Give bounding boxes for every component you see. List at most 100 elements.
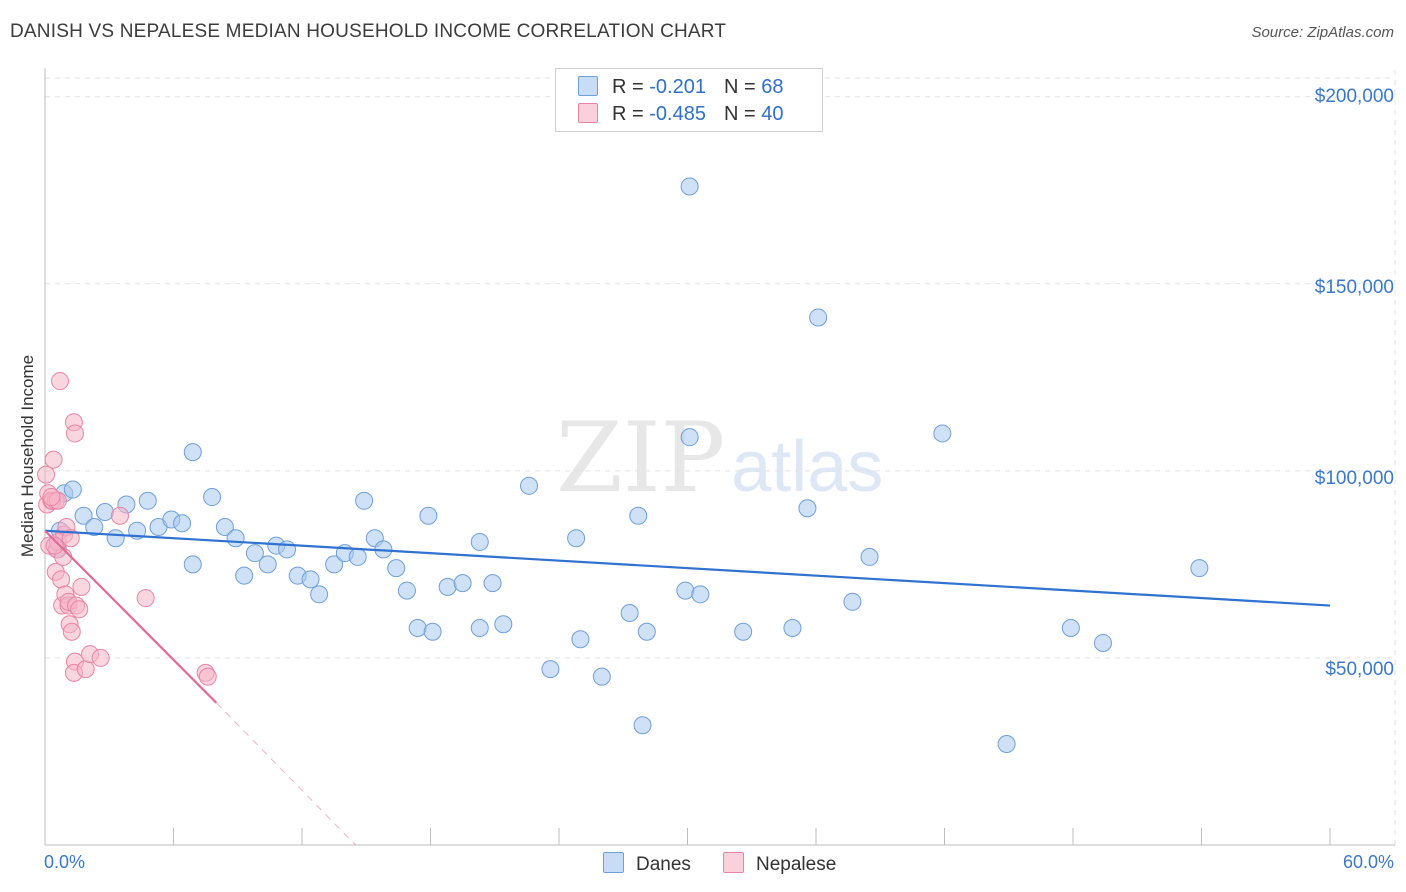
danes-point [215,517,234,536]
chart-title: DANISH VS NEPALESE MEDIAN HOUSEHOLD INCO… [10,21,727,42]
danes-point [245,544,264,563]
danes-point [620,604,639,623]
danes-point [348,547,367,566]
nepalese-point [136,589,155,608]
danes-point [997,734,1016,753]
danes-point [571,630,590,649]
danes-point [203,488,222,507]
legend-r-label: R = [612,103,650,125]
series-swatch-nepalese [723,852,744,873]
nepalese-point [110,506,129,525]
legend-swatch-nepalese [578,103,598,123]
grid-lines [45,70,1396,845]
danes-point [310,585,329,604]
legend-n-label: N = [723,103,762,125]
legend-n-label: N = [723,76,762,98]
danes-point [520,476,539,495]
danes-point [355,491,374,510]
legend-n-value: 40 [761,103,784,125]
watermark-atlas: atlas [731,427,884,507]
danes-point [106,529,125,548]
danes-point [1190,559,1209,578]
legend-r-label: R = [612,76,650,98]
danes-point [74,506,93,525]
nepalese-point [62,622,81,641]
nepalese-point [50,372,69,391]
danes-point [592,667,611,686]
legend-n-value: 68 [761,76,784,98]
danes-trend-line [44,529,1331,607]
danes-point [680,177,699,196]
legend-swatch-danes [578,76,598,96]
danes-point [183,443,202,462]
nepalese-point [91,648,110,667]
watermark-zip: ZIP [556,402,726,514]
danes-point [325,555,344,574]
nepalese-point [52,570,71,589]
danes-point [183,555,202,574]
watermark: ZIPatlas [556,402,883,514]
nepalese-trend-line [44,529,218,704]
y-tick-label: $100,000 [1314,468,1394,489]
nepalese-point [72,577,91,596]
danes-point [691,585,710,604]
danes-point [541,660,560,679]
y-tick-label: $50,000 [1325,659,1394,680]
nepalese-point [76,660,95,679]
danes-point [419,506,438,525]
danes-point [453,574,472,593]
danes-point [438,577,457,596]
danes-point [235,566,254,585]
danes-point [633,716,652,735]
danes-point [483,574,502,593]
axes [44,68,1395,846]
nepalese-trend-extension [215,702,356,846]
danes-point [138,491,157,510]
source-label: Source: ZipAtlas.com [1251,24,1394,41]
legend-row-nepalese: R = -0.485 N = 40 [578,103,783,127]
danes-point [63,480,82,499]
legend-r-value: -0.201 [649,76,706,98]
danes-point [567,529,586,548]
danes-point [629,506,648,525]
x-tick-label-max: 60.0% [1342,852,1394,872]
nepalese-point [45,536,64,555]
danes-point [734,622,753,641]
danes-point [397,581,416,600]
danes-point [423,622,442,641]
series-legend-label: Nepalese [756,854,837,875]
legend-row-danes: R = -0.201 N = 68 [578,76,783,100]
danes-point [470,618,489,637]
danes-point [85,517,104,536]
danes-point [637,622,656,641]
danes-point [226,529,245,548]
nepalese-point [65,424,84,443]
danes-point [1093,633,1112,652]
correlation-legend: R = -0.201 N = 68 R = -0.485 N = 40 [555,68,823,132]
series-swatch-danes [603,852,624,873]
nepalese-point [198,667,217,686]
danes-point [680,428,699,447]
series-legend-danes[interactable]: Danes [603,852,691,876]
y-tick-label: $150,000 [1314,277,1394,298]
nepalese-point [61,529,80,548]
danes-point [783,618,802,637]
nepalese-point [70,600,89,619]
series-legend-nepalese[interactable]: Nepalese [723,852,836,876]
danes-point [173,514,192,533]
data-points [37,177,1209,753]
danes-point [301,570,320,589]
danes-point [95,503,114,522]
danes-point [676,581,695,600]
danes-point [494,615,513,634]
danes-point [258,555,277,574]
series-legend: Danes Nepalese [0,852,1406,878]
x-tick-label-min: 0.0% [44,852,86,872]
danes-point [1061,618,1080,637]
danes-point [798,499,817,518]
nepalese-point [37,465,56,484]
series-legend-label: Danes [636,854,691,875]
danes-point [809,308,828,327]
danes-point [860,547,879,566]
